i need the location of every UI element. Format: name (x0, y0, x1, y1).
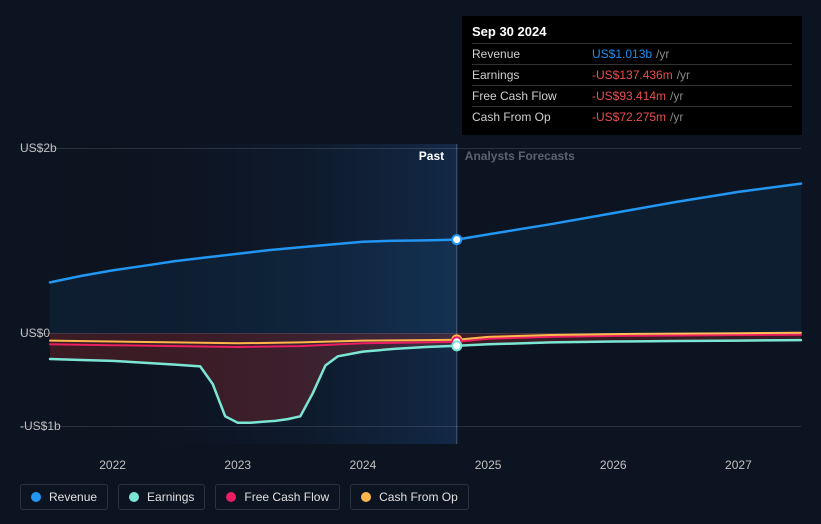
tooltip-unit: /yr (670, 109, 683, 125)
legend-label: Revenue (49, 490, 97, 504)
legend-swatch (226, 492, 236, 502)
financials-chart: US$2bUS$0-US$1b 202220232024202520262027… (0, 0, 821, 524)
tooltip-date: Sep 30 2024 (472, 24, 792, 39)
tooltip-unit: /yr (670, 88, 683, 104)
tooltip-row-fcf: Free Cash Flow -US$93.414m /yr (472, 85, 792, 106)
tooltip-label: Earnings (472, 67, 592, 83)
tooltip-value: -US$137.436m (592, 67, 673, 83)
tooltip-value: -US$72.275m (592, 109, 666, 125)
x-tick-label: 2025 (475, 458, 502, 472)
legend-label: Free Cash Flow (244, 490, 329, 504)
forecast-label: Analysts Forecasts (465, 149, 575, 163)
x-tick-label: 2022 (99, 458, 126, 472)
legend-item-earnings[interactable]: Earnings (118, 484, 205, 510)
tooltip-value: US$1.013b (592, 46, 652, 62)
tooltip-unit: /yr (677, 67, 690, 83)
legend: Revenue Earnings Free Cash Flow Cash Fro… (20, 484, 469, 510)
tooltip-label: Revenue (472, 46, 592, 62)
x-tick-label: 2026 (600, 458, 627, 472)
x-tick-label: 2027 (725, 458, 752, 472)
legend-item-cfo[interactable]: Cash From Op (350, 484, 469, 510)
tooltip-row-revenue: Revenue US$1.013b /yr (472, 43, 792, 64)
past-label: Past (419, 149, 444, 163)
legend-label: Earnings (147, 490, 194, 504)
tooltip-value: -US$93.414m (592, 88, 666, 104)
x-tick-label: 2024 (350, 458, 377, 472)
hover-tooltip: Sep 30 2024 Revenue US$1.013b /yr Earnin… (462, 16, 802, 135)
legend-swatch (361, 492, 371, 502)
legend-swatch (31, 492, 41, 502)
tooltip-row-cfo: Cash From Op -US$72.275m /yr (472, 106, 792, 127)
legend-item-fcf[interactable]: Free Cash Flow (215, 484, 340, 510)
tooltip-row-earnings: Earnings -US$137.436m /yr (472, 64, 792, 85)
tooltip-unit: /yr (656, 46, 669, 62)
tooltip-label: Free Cash Flow (472, 88, 592, 104)
legend-label: Cash From Op (379, 490, 458, 504)
legend-swatch (129, 492, 139, 502)
x-tick-label: 2023 (224, 458, 251, 472)
legend-item-revenue[interactable]: Revenue (20, 484, 108, 510)
tooltip-label: Cash From Op (472, 109, 592, 125)
